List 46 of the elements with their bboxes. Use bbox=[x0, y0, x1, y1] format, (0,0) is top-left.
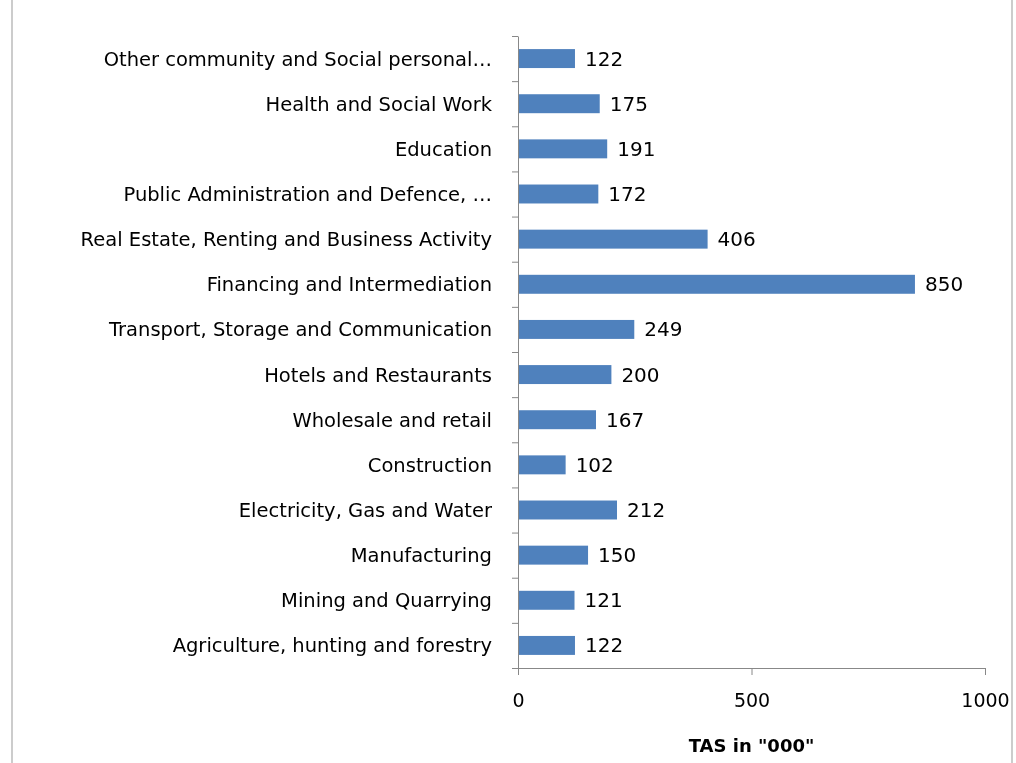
data-label: 249 bbox=[644, 317, 683, 342]
y-tick-label: Transport, Storage and Communication bbox=[108, 318, 492, 342]
y-tick-label: Agriculture, hunting and forestry bbox=[172, 634, 492, 658]
bar bbox=[518, 500, 617, 520]
data-label: 150 bbox=[598, 543, 637, 568]
y-tick-label: Education bbox=[394, 137, 492, 161]
y-tick-label: Other community and Social personal… bbox=[103, 47, 492, 71]
data-label: 167 bbox=[605, 407, 645, 432]
y-tick-label: Electricity, Gas and Water bbox=[238, 499, 493, 522]
y-tick-label: Financing and Intermediation bbox=[206, 273, 492, 297]
bar bbox=[518, 94, 600, 114]
y-tick-label: Manufacturing bbox=[350, 544, 492, 568]
x-tick-label: 500 bbox=[733, 688, 771, 711]
x-axis-title: TAS in "000" bbox=[688, 735, 815, 756]
y-tick-label: Construction bbox=[367, 453, 492, 477]
x-tick-label: 1000 bbox=[961, 688, 1010, 711]
data-label: 172 bbox=[608, 182, 647, 206]
data-label: 406 bbox=[717, 227, 756, 252]
data-label: 200 bbox=[621, 362, 660, 387]
bar bbox=[518, 455, 566, 475]
bar bbox=[518, 184, 599, 204]
bar bbox=[518, 410, 596, 430]
data-label: 175 bbox=[609, 91, 648, 116]
x-tick-label: 0 bbox=[512, 688, 525, 711]
y-tick-label: Mining and Quarrying bbox=[281, 589, 492, 613]
bar bbox=[518, 49, 575, 69]
data-label: 122 bbox=[584, 633, 624, 658]
y-tick-label: Public Administration and Defence, … bbox=[123, 183, 492, 206]
data-label: 850 bbox=[924, 272, 964, 297]
bar bbox=[518, 229, 708, 249]
y-tick-label: Health and Social Work bbox=[265, 92, 493, 116]
data-label: 121 bbox=[584, 588, 623, 613]
data-label: 191 bbox=[617, 136, 656, 161]
bar bbox=[518, 319, 635, 339]
bar bbox=[518, 365, 612, 385]
y-tick-label: Hotels and Restaurants bbox=[264, 363, 492, 387]
data-label: 212 bbox=[627, 498, 666, 522]
bar bbox=[518, 590, 575, 610]
data-label: 122 bbox=[584, 46, 624, 71]
bar bbox=[518, 139, 608, 159]
bar bbox=[518, 635, 575, 655]
bar bbox=[518, 545, 589, 565]
data-label: 102 bbox=[575, 452, 614, 477]
y-tick-label: Wholesale and retail bbox=[292, 408, 492, 432]
bar bbox=[518, 274, 915, 294]
y-tick-label: Real Estate, Renting and Business Activity bbox=[80, 228, 492, 252]
